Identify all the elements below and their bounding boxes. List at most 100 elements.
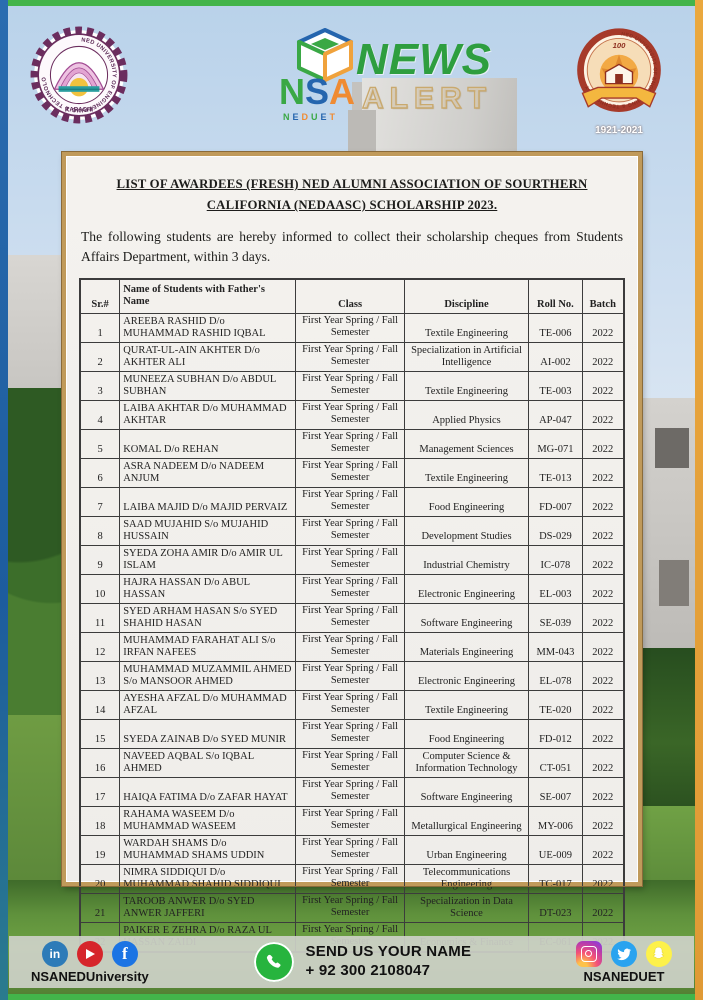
cell-roll: FD-007: [528, 486, 583, 517]
nsa-sub: NEDUET: [283, 112, 339, 122]
table-row: 14 AYESHA AFZAL D/o MUHAMMAD AFZAL First Y…: [79, 689, 625, 720]
header-discipline: Discipline: [403, 278, 530, 314]
cell-class: First Year Spring / Fall Semester: [295, 776, 405, 807]
cell-batch: 2022: [581, 341, 625, 372]
cell-sr: 10: [79, 573, 121, 604]
cell-roll: MG-071: [528, 428, 583, 459]
table-row: 19 WARDAH SHAMS D/o MUHAMMAD SHAMS UDDIN F…: [79, 834, 625, 865]
cell-batch: 2022: [581, 457, 625, 488]
cell-name: RAHAMA WASEEM D/o MUHAMMAD WASEEM: [119, 805, 297, 836]
cell-sr: 6: [79, 457, 121, 488]
cell-name: NIMRA SIDDIQUI D/o MUHAMMAD SHAHID SIDDI…: [119, 863, 297, 894]
table-row: 5 KOMAL D/o REHAN First Year Spring / Fall…: [79, 428, 625, 459]
cell-batch: 2022: [581, 805, 625, 836]
cell-sr: 11: [79, 602, 121, 633]
left-building-photo: [8, 255, 62, 405]
cell-class: First Year Spring / Fall Semester: [295, 834, 405, 865]
cell-name: TAROOB ANWER D/o SYED ANWER JAFFERI: [119, 892, 297, 923]
cell-roll: TE-003: [528, 370, 583, 401]
table-row: 18 RAHAMA WASEEM D/o MUHAMMAD WASEEM First…: [79, 805, 625, 836]
cell-name: LAIBA AKHTAR D/o MUHAMMAD AKHTAR: [119, 399, 297, 430]
cell-class: First Year Spring / Fall Semester: [295, 805, 405, 836]
cell-class: First Year Spring / Fall Semester: [295, 428, 405, 459]
cell-class: First Year Spring / Fall Semester: [295, 892, 405, 923]
scholarship-notice-card: LIST OF AWARDEES (FRESH) NED ALUMNI ASSO…: [61, 151, 643, 953]
frame-bar-top: [0, 0, 703, 6]
cell-class: First Year Spring / Fall Semester: [295, 602, 405, 633]
cell-discipline: Food Engineering: [403, 486, 530, 517]
cell-batch: 2022: [581, 834, 625, 865]
cell-name: SYEDA ZAINAB D/o SYED MUNIR: [119, 718, 297, 749]
snapchat-icon: [645, 940, 672, 967]
nsa-cube-logo-icon: [297, 28, 353, 82]
header-name: Name of Students with Father's Name: [119, 278, 297, 314]
cell-sr: 14: [79, 689, 121, 720]
cell-discipline: Textile Engineering: [403, 370, 530, 401]
cell-batch: 2022: [581, 689, 625, 720]
frame-bar-right: [695, 0, 703, 1000]
table-row: 17 HAIQA FATIMA D/o ZAFAR HAYAT First Year…: [79, 776, 625, 807]
table-row: 15 SYEDA ZAINAB D/o SYED MUNIR First Year …: [79, 718, 625, 749]
table-row: 20 NIMRA SIDDIQUI D/o MUHAMMAD SHAHID SID…: [79, 863, 625, 894]
cell-discipline: Textile Engineering: [403, 457, 530, 488]
table-row: 10 HAJRA HASSAN D/o ABUL HASSAN First Year…: [79, 573, 625, 604]
table-row: 4 LAIBA AKHTAR D/o MUHAMMAD AKHTAR First Y…: [79, 399, 625, 430]
cell-roll: TE-013: [528, 457, 583, 488]
cell-name: NAVEED AQBAL S/o IQBAL AHMED: [119, 747, 297, 778]
nsa-logo-letters: NSA: [279, 71, 356, 112]
cell-name: LAIBA MAJID D/o MAJID PERVAIZ: [119, 486, 297, 517]
table-row: 11 SYED ARHAM HASAN S/o SYED SHAHID HASAN…: [79, 602, 625, 633]
cell-discipline: Development Studies: [403, 515, 530, 546]
footer-right-handle: NSANEDUET: [583, 968, 665, 984]
cell-class: First Year Spring / Fall Semester: [295, 573, 405, 604]
cell-name: QURAT-UL-AIN AKHTER D/o AKHTER ALI: [119, 341, 297, 372]
footer-whatsapp-group: SEND US YOUR NAME + 92 300 2108047: [253, 942, 472, 982]
cell-discipline: Computer Science & Information Technolog…: [403, 747, 530, 778]
cell-batch: 2022: [581, 544, 625, 575]
cell-class: First Year Spring / Fall Semester: [295, 747, 405, 778]
cell-name: SYEDA ZOHA AMIR D/o AMIR UL ISLAM: [119, 544, 297, 575]
table-row: 2 QURAT-UL-AIN AKHTER D/o AKHTER ALI First…: [79, 341, 625, 372]
cell-batch: 2022: [581, 515, 625, 546]
seal-city-text: KARACHI: [65, 107, 93, 114]
cell-roll: MY-006: [528, 805, 583, 836]
cell-sr: 20: [79, 863, 121, 894]
cell-class: First Year Spring / Fall Semester: [295, 486, 405, 517]
cell-name: SYED ARHAM HASAN S/o SYED SHAHID HASAN: [119, 602, 297, 633]
table-row: 3 MUNEEZA SUBHAN D/o ABDUL SUBHAN First Ye…: [79, 370, 625, 401]
cell-name: AREEBA RASHID D/o MUHAMMAD RASHID IQBAL: [119, 312, 297, 343]
cell-sr: 13: [79, 660, 121, 691]
right-building-window: [659, 560, 689, 606]
cell-class: First Year Spring / Fall Semester: [295, 544, 405, 575]
header-batch: Batch: [581, 278, 625, 314]
notice-text: The following students are hereby inform…: [81, 229, 623, 264]
cell-roll: SE-007: [528, 776, 583, 807]
table-row: 7 LAIBA MAJID D/o MAJID PERVAIZ First Year…: [79, 486, 625, 517]
cell-batch: 2022: [581, 892, 625, 923]
cell-batch: 2022: [581, 631, 625, 662]
right-hedge-photo: [642, 648, 695, 806]
cell-roll: FD-012: [528, 718, 583, 749]
cell-discipline: Metallurgical Engineering: [403, 805, 530, 836]
cell-class: First Year Spring / Fall Semester: [295, 863, 405, 894]
whatsapp-icon: [253, 942, 294, 982]
footer-social-bar: in f NSANEDUniversity SEND US YOUR NAME …: [9, 936, 694, 988]
cell-class: First Year Spring / Fall Semester: [295, 515, 405, 546]
cell-sr: 8: [79, 515, 121, 546]
table-row: 13 MUHAMMAD MUZAMMIL AHMED S/o MANSOOR AH…: [79, 660, 625, 691]
seal-100-text: 100: [613, 41, 627, 50]
cell-sr: 7: [79, 486, 121, 517]
cell-sr: 3: [79, 370, 121, 401]
ned-university-seal: NED UNIVERSITY OF ENGINEERING & TECHNOLO…: [26, 20, 130, 126]
footer-left-group: in f NSANEDUniversity: [31, 940, 149, 984]
cell-name: MUNEEZA SUBHAN D/o ABDUL SUBHAN: [119, 370, 297, 401]
left-trees-photo: [8, 388, 62, 718]
cell-roll: AI-002: [528, 341, 583, 372]
cell-batch: 2022: [581, 399, 625, 430]
cell-roll: UE-009: [528, 834, 583, 865]
cell-class: First Year Spring / Fall Semester: [295, 341, 405, 372]
awardees-table: Sr.# Name of Students with Father's Name…: [79, 277, 625, 953]
table-header-row: Sr.# Name of Students with Father's Name…: [79, 278, 625, 314]
cell-sr: 16: [79, 747, 121, 778]
